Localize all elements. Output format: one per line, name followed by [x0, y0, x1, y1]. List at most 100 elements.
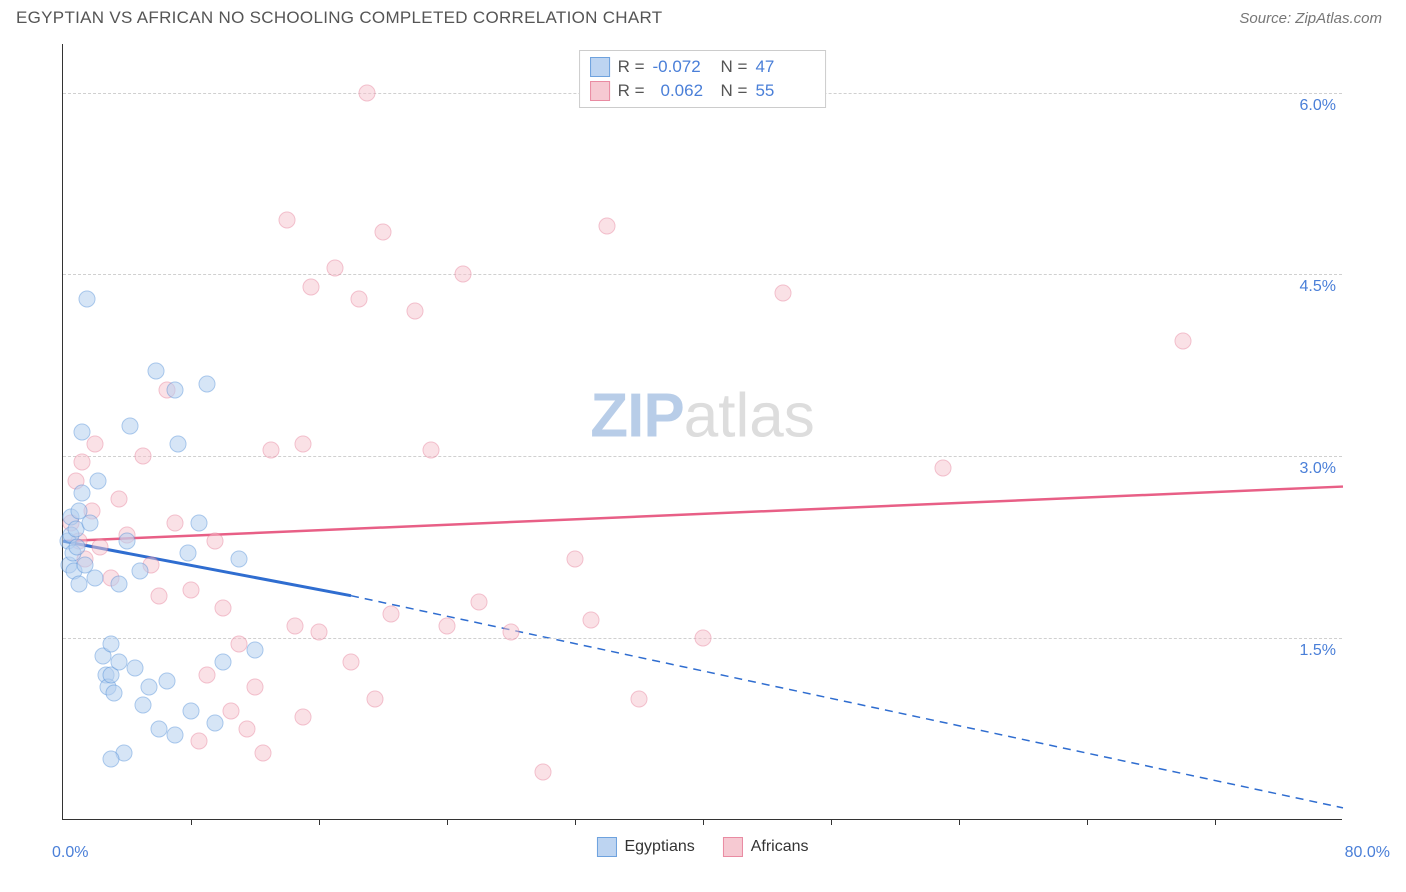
- scatter-point-africans: [631, 690, 648, 707]
- scatter-point-egyptians: [122, 417, 139, 434]
- x-tick: [703, 819, 704, 825]
- scatter-point-egyptians: [141, 678, 158, 695]
- scatter-point-egyptians: [159, 672, 176, 689]
- scatter-point-egyptians: [87, 569, 104, 586]
- scatter-point-africans: [583, 611, 600, 628]
- scatter-point-africans: [223, 702, 240, 719]
- scatter-point-egyptians: [74, 424, 91, 441]
- scatter-point-africans: [74, 454, 91, 471]
- scatter-point-egyptians: [231, 551, 248, 568]
- scatter-point-egyptians: [127, 660, 144, 677]
- trendline-africans: [63, 487, 1343, 542]
- correlation-legend: R = -0.072 N = 47 R = 0.062 N = 55: [579, 50, 827, 108]
- chart-title: EGYPTIAN VS AFRICAN NO SCHOOLING COMPLET…: [16, 8, 662, 28]
- chart-container: No Schooling Completed ZIPatlas R = -0.0…: [16, 44, 1390, 860]
- legend-item-egyptians: Egyptians: [596, 837, 694, 857]
- scatter-point-egyptians: [170, 436, 187, 453]
- scatter-point-africans: [295, 708, 312, 725]
- scatter-point-africans: [383, 605, 400, 622]
- scatter-point-egyptians: [151, 721, 168, 738]
- swatch-africans-icon: [723, 837, 743, 857]
- scatter-point-africans: [471, 593, 488, 610]
- scatter-point-africans: [279, 211, 296, 228]
- scatter-point-africans: [535, 763, 552, 780]
- scatter-point-africans: [87, 436, 104, 453]
- scatter-point-africans: [199, 666, 216, 683]
- x-tick: [575, 819, 576, 825]
- scatter-point-africans: [231, 636, 248, 653]
- scatter-point-africans: [455, 266, 472, 283]
- x-max-label: 80.0%: [1345, 844, 1390, 862]
- x-tick: [1087, 819, 1088, 825]
- scatter-point-egyptians: [111, 575, 128, 592]
- y-tick-label: 6.0%: [1276, 97, 1336, 115]
- scatter-point-africans: [111, 490, 128, 507]
- x-min-label: 0.0%: [52, 844, 88, 862]
- scatter-point-africans: [311, 624, 328, 641]
- legend-row-egyptians: R = -0.072 N = 47: [590, 55, 816, 79]
- scatter-point-egyptians: [207, 715, 224, 732]
- scatter-point-africans: [295, 436, 312, 453]
- scatter-point-africans: [503, 624, 520, 641]
- scatter-point-egyptians: [103, 636, 120, 653]
- plot-area: ZIPatlas R = -0.072 N = 47 R = 0.062 N =…: [62, 44, 1342, 820]
- scatter-point-africans: [1175, 333, 1192, 350]
- scatter-point-egyptians: [74, 484, 91, 501]
- scatter-point-africans: [239, 721, 256, 738]
- legend-item-africans: Africans: [723, 837, 809, 857]
- scatter-point-africans: [247, 678, 264, 695]
- y-tick-label: 1.5%: [1276, 642, 1336, 660]
- scatter-point-africans: [135, 448, 152, 465]
- x-tick: [191, 819, 192, 825]
- scatter-point-egyptians: [79, 290, 96, 307]
- scatter-point-africans: [167, 514, 184, 531]
- swatch-egyptians-icon: [596, 837, 616, 857]
- scatter-point-africans: [439, 618, 456, 635]
- scatter-point-africans: [775, 284, 792, 301]
- watermark: ZIPatlas: [590, 381, 814, 452]
- scatter-point-egyptians: [119, 533, 136, 550]
- scatter-point-africans: [91, 539, 108, 556]
- scatter-point-egyptians: [82, 514, 99, 531]
- scatter-point-africans: [407, 302, 424, 319]
- scatter-point-africans: [207, 533, 224, 550]
- scatter-point-africans: [935, 460, 952, 477]
- gridline: [63, 274, 1342, 275]
- scatter-point-egyptians: [167, 381, 184, 398]
- scatter-point-africans: [695, 630, 712, 647]
- scatter-point-africans: [191, 733, 208, 750]
- x-tick: [1215, 819, 1216, 825]
- scatter-point-egyptians: [179, 545, 196, 562]
- scatter-point-egyptians: [69, 539, 86, 556]
- source-attribution: Source: ZipAtlas.com: [1239, 10, 1382, 27]
- swatch-egyptians: [590, 57, 610, 77]
- y-tick-label: 4.5%: [1276, 278, 1336, 296]
- scatter-point-egyptians: [147, 363, 164, 380]
- y-tick-label: 3.0%: [1276, 460, 1336, 478]
- scatter-point-egyptians: [71, 575, 88, 592]
- scatter-point-africans: [599, 217, 616, 234]
- scatter-point-egyptians: [247, 642, 264, 659]
- scatter-point-egyptians: [135, 696, 152, 713]
- scatter-point-egyptians: [103, 751, 120, 768]
- scatter-point-africans: [423, 442, 440, 459]
- swatch-africans: [590, 81, 610, 101]
- scatter-point-africans: [375, 223, 392, 240]
- x-tick: [319, 819, 320, 825]
- scatter-point-africans: [343, 654, 360, 671]
- x-tick: [959, 819, 960, 825]
- scatter-point-egyptians: [106, 684, 123, 701]
- scatter-point-egyptians: [167, 727, 184, 744]
- scatter-point-egyptians: [191, 514, 208, 531]
- scatter-point-africans: [287, 618, 304, 635]
- scatter-point-egyptians: [90, 472, 107, 489]
- scatter-point-egyptians: [215, 654, 232, 671]
- scatter-point-africans: [327, 260, 344, 277]
- scatter-point-africans: [183, 581, 200, 598]
- scatter-point-egyptians: [199, 375, 216, 392]
- scatter-point-africans: [303, 278, 320, 295]
- scatter-point-africans: [255, 745, 272, 762]
- series-legend: Egyptians Africans: [596, 837, 808, 857]
- scatter-point-egyptians: [111, 654, 128, 671]
- scatter-point-africans: [263, 442, 280, 459]
